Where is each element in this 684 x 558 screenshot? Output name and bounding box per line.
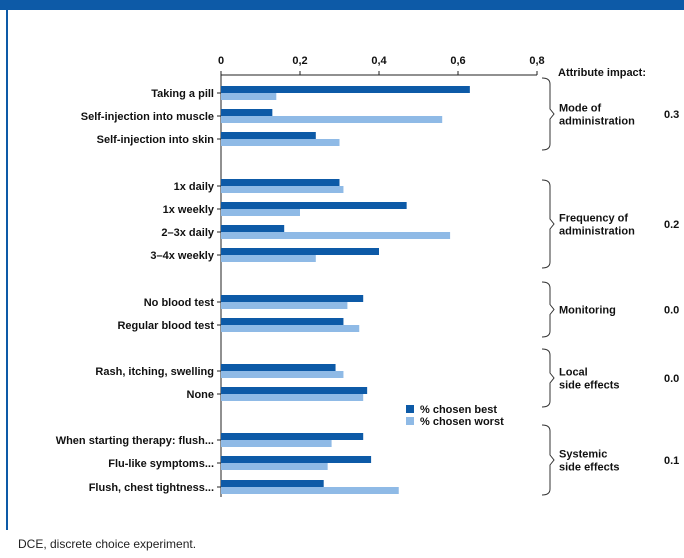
bar-worst <box>221 302 348 309</box>
bar-best <box>221 480 324 487</box>
category-label: Flu-like symptoms... <box>108 458 214 470</box>
group-label: Frequency of <box>559 213 628 225</box>
group-brace <box>541 424 555 496</box>
group-label: side effects <box>559 462 620 474</box>
category-label: 1x daily <box>174 181 215 193</box>
category-label: No blood test <box>144 297 215 309</box>
group-label: Local <box>559 367 588 379</box>
group-label: Systemic <box>559 449 607 461</box>
category-label: Regular blood test <box>117 320 214 332</box>
bar-worst <box>221 232 451 239</box>
x-tick-label: 0,8 <box>529 55 544 67</box>
category-label: Taking a pill <box>151 88 214 100</box>
bar-worst <box>221 371 344 378</box>
bar-best <box>221 318 344 325</box>
x-tick-label: 0,2 <box>292 55 307 67</box>
bar-worst <box>221 209 300 216</box>
category-label: 3–4x weekly <box>150 250 214 262</box>
category-label: 2–3x daily <box>161 227 214 239</box>
bar-worst <box>221 394 364 401</box>
attribute-impact-value: 0.1 <box>664 455 679 467</box>
category-label: Self-injection into muscle <box>81 111 214 123</box>
bar-worst <box>221 255 316 262</box>
group-label: Mode of <box>559 103 601 115</box>
bar-worst <box>221 487 399 494</box>
bar-best <box>221 179 340 186</box>
bar-worst <box>221 186 344 193</box>
left-border <box>6 10 8 530</box>
legend-swatch-worst <box>406 417 414 425</box>
attribute-impact-title: Attribute impact: <box>558 67 646 79</box>
x-tick-label: 0,6 <box>450 55 465 67</box>
bar-best <box>221 433 364 440</box>
bar-best <box>221 86 470 93</box>
attribute-impact-value: 0.0 <box>664 305 679 317</box>
legend-label-best: % chosen best <box>420 404 497 416</box>
category-label: 1x weekly <box>163 204 215 216</box>
bar-worst <box>221 463 328 470</box>
bar-best <box>221 109 273 116</box>
x-tick-label: 0,4 <box>371 55 387 67</box>
category-label: Self-injection into skin <box>97 134 215 146</box>
bar-best <box>221 132 316 139</box>
x-tick-label: 0 <box>218 55 224 67</box>
bar-worst <box>221 93 277 100</box>
group-brace <box>541 348 555 408</box>
bar-best <box>221 295 364 302</box>
category-label: Flush, chest tightness... <box>89 482 214 494</box>
legend-swatch-best <box>406 405 414 413</box>
bar-best <box>221 387 368 394</box>
footnote: DCE, discrete choice experiment. <box>18 537 197 551</box>
category-label: When starting therapy: flush... <box>56 435 214 447</box>
group-brace <box>541 77 555 151</box>
attribute-impact-value: 0.3 <box>664 109 679 121</box>
bar-best <box>221 225 285 232</box>
category-label: None <box>187 389 215 401</box>
legend-label-worst: % chosen worst <box>420 416 504 428</box>
bar-best <box>221 456 372 463</box>
group-label: administration <box>559 226 635 238</box>
attribute-impact-value: 0.2 <box>664 219 679 231</box>
attribute-impact-value: 0.0 <box>664 373 679 385</box>
group-label: Monitoring <box>559 305 616 317</box>
bar-worst <box>221 139 340 146</box>
group-brace <box>541 281 555 338</box>
bar-chart: 0 0,2 0,4 0,6 0,8 Taking a pill Self-injection… <box>56 55 679 497</box>
group-label: side effects <box>559 380 620 392</box>
bar-best <box>221 364 336 371</box>
bar-worst <box>221 440 332 447</box>
category-label: Rash, itching, swelling <box>95 366 214 378</box>
group-label: administration <box>559 116 635 128</box>
bar-worst <box>221 116 443 123</box>
header-bar <box>0 0 684 10</box>
bar-best <box>221 248 379 255</box>
group-brace <box>541 179 555 269</box>
bar-best <box>221 202 407 209</box>
bar-worst <box>221 325 360 332</box>
